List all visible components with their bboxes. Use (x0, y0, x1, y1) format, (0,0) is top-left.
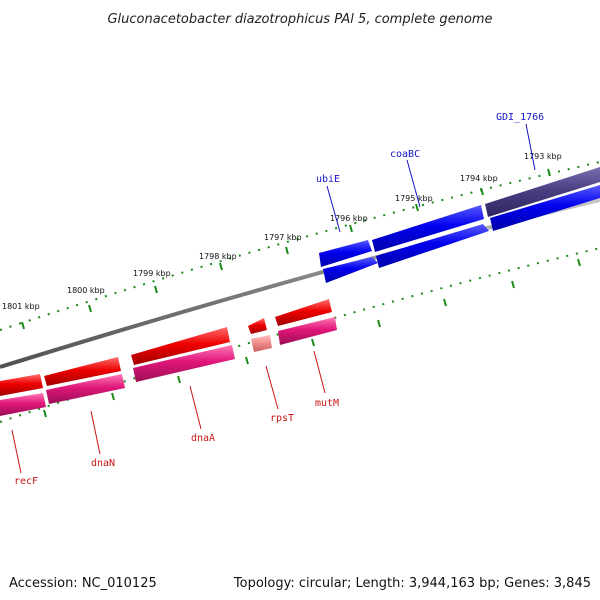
leader-coabc (406, 159, 421, 208)
kbp-label: 1796 kbp (330, 214, 368, 223)
inner-tick-7 (177, 375, 181, 384)
feature-coabc-inner[interactable] (376, 224, 489, 268)
feature-purple-gdi1766[interactable] (485, 167, 600, 217)
tick-1801 (21, 321, 25, 330)
feature-rpst-pink[interactable] (251, 335, 272, 352)
feature-dnan-pink[interactable] (46, 374, 125, 404)
inner-tick-5 (311, 338, 315, 347)
inner-tick-2 (511, 280, 515, 289)
gene-label-rpst[interactable]: rpsT (270, 413, 294, 424)
leader-dnan (90, 410, 101, 455)
feature-rpst-red[interactable] (248, 318, 267, 334)
gene-labels: GDI_1766 coaBC ubiE recF dnaN dnaA rpsT … (14, 112, 544, 487)
feature-mutm-pink[interactable] (278, 317, 337, 345)
gene-label-gdi1766[interactable]: GDI_1766 (496, 112, 544, 123)
kbp-label: 1799 kbp (133, 269, 171, 278)
leader-recf (11, 429, 22, 474)
leader-dnaa (189, 385, 202, 430)
label-leaders (11, 123, 536, 474)
kbp-label: 1795 kbp (395, 194, 433, 203)
tick-1797 (285, 246, 289, 255)
inner-tick-6 (245, 356, 249, 365)
topology-summary: Topology: circular; Length: 3,944,163 bp… (233, 576, 591, 591)
feature-recf-pink[interactable] (0, 393, 46, 416)
tick-1800 (88, 304, 92, 313)
tick-1793 (547, 168, 551, 177)
outer-tick-track (0, 161, 600, 331)
inner-tick-3 (443, 298, 447, 307)
feature-ubie-inner[interactable] (323, 257, 378, 283)
leader-mutm (313, 350, 326, 394)
kbp-label: 1794 kbp (460, 174, 498, 183)
tick-1795 (415, 203, 419, 212)
outer-dotted-ring (0, 161, 600, 331)
gene-label-dnaa[interactable]: dnaA (191, 433, 215, 444)
leader-gdi1766 (525, 123, 536, 171)
map-title: Gluconacetobacter diazotrophicus PAl 5, … (107, 12, 492, 27)
accession-text: Accession: NC_010125 (9, 576, 157, 591)
feature-coabc[interactable] (372, 205, 484, 252)
kbp-label: 1801 kbp (2, 302, 40, 311)
inner-tick-1 (577, 258, 581, 267)
kbp-labels: 1793 kbp 1794 kbp 1795 kbp 1796 kbp 1797… (2, 152, 562, 311)
tick-1794 (480, 187, 484, 196)
leader-rpst (265, 365, 279, 410)
leader-ubie (326, 185, 341, 233)
gene-label-recf[interactable]: recF (14, 476, 38, 487)
gene-label-ubie[interactable]: ubiE (316, 174, 340, 185)
kbp-ticks (21, 168, 581, 418)
tick-1796 (349, 224, 353, 233)
gene-label-coabc[interactable]: coaBC (390, 149, 420, 160)
feature-ubie[interactable] (319, 240, 372, 267)
gene-label-mutm[interactable]: mutM (315, 398, 339, 409)
inner-tick-9 (43, 409, 47, 418)
inner-tick-4 (377, 319, 381, 328)
kbp-label: 1798 kbp (199, 252, 237, 261)
kbp-label: 1800 kbp (67, 286, 105, 295)
kbp-label: 1793 kbp (524, 152, 562, 161)
tick-1799 (154, 285, 158, 294)
tick-1798 (219, 262, 223, 271)
reverse-strand-features (0, 299, 337, 416)
feature-dnaa-pink[interactable] (133, 345, 235, 382)
feature-mutm-red[interactable] (275, 299, 332, 326)
inner-tick-8 (111, 392, 115, 401)
kbp-label: 1797 kbp (264, 233, 302, 242)
forward-strand-features (319, 167, 600, 283)
feature-gdi1766[interactable] (490, 185, 600, 231)
feature-dnan-red[interactable] (44, 357, 121, 386)
feature-recf-red[interactable] (0, 374, 43, 396)
gene-label-dnan[interactable]: dnaN (91, 458, 115, 469)
feature-dnaa-red[interactable] (131, 327, 230, 365)
